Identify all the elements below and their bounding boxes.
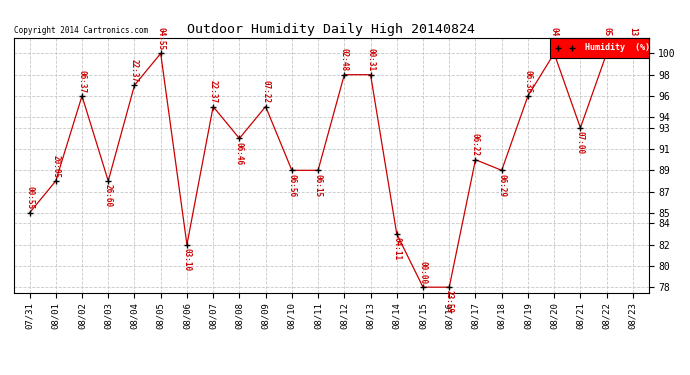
Text: 06:15: 06:15 — [313, 174, 323, 196]
Text: 06:36: 06:36 — [524, 70, 533, 93]
Text: 00:55: 00:55 — [25, 186, 34, 210]
Text: 23:59: 23:59 — [445, 290, 454, 314]
Text: 00:31: 00:31 — [366, 48, 375, 72]
Text: 03:10: 03:10 — [182, 248, 191, 271]
Text: 06:29: 06:29 — [497, 174, 506, 196]
Text: 02:48: 02:48 — [339, 48, 349, 72]
Text: 06:37: 06:37 — [77, 70, 86, 93]
Text: 07:00: 07:00 — [576, 131, 585, 154]
Text: Copyright 2014 Cartronics.com: Copyright 2014 Cartronics.com — [14, 26, 148, 35]
Text: 22:37: 22:37 — [130, 59, 139, 82]
Text: 06:46: 06:46 — [235, 142, 244, 165]
Text: 13:51: 13:51 — [629, 27, 638, 50]
Text: 04:18: 04:18 — [550, 27, 559, 50]
Text: 00:00: 00:00 — [419, 261, 428, 284]
Text: 04:11: 04:11 — [393, 237, 402, 260]
Title: Outdoor Humidity Daily High 20140824: Outdoor Humidity Daily High 20140824 — [187, 23, 475, 36]
Text: 06:56: 06:56 — [287, 174, 296, 196]
Text: 04:55: 04:55 — [156, 27, 165, 50]
Text: 07:22: 07:22 — [261, 80, 270, 104]
Text: 26:60: 26:60 — [104, 184, 112, 207]
Text: 22:37: 22:37 — [208, 80, 217, 104]
Text: 20:05: 20:05 — [51, 154, 60, 178]
Text: 05:13: 05:13 — [602, 27, 611, 50]
Text: 06:22: 06:22 — [471, 134, 480, 156]
